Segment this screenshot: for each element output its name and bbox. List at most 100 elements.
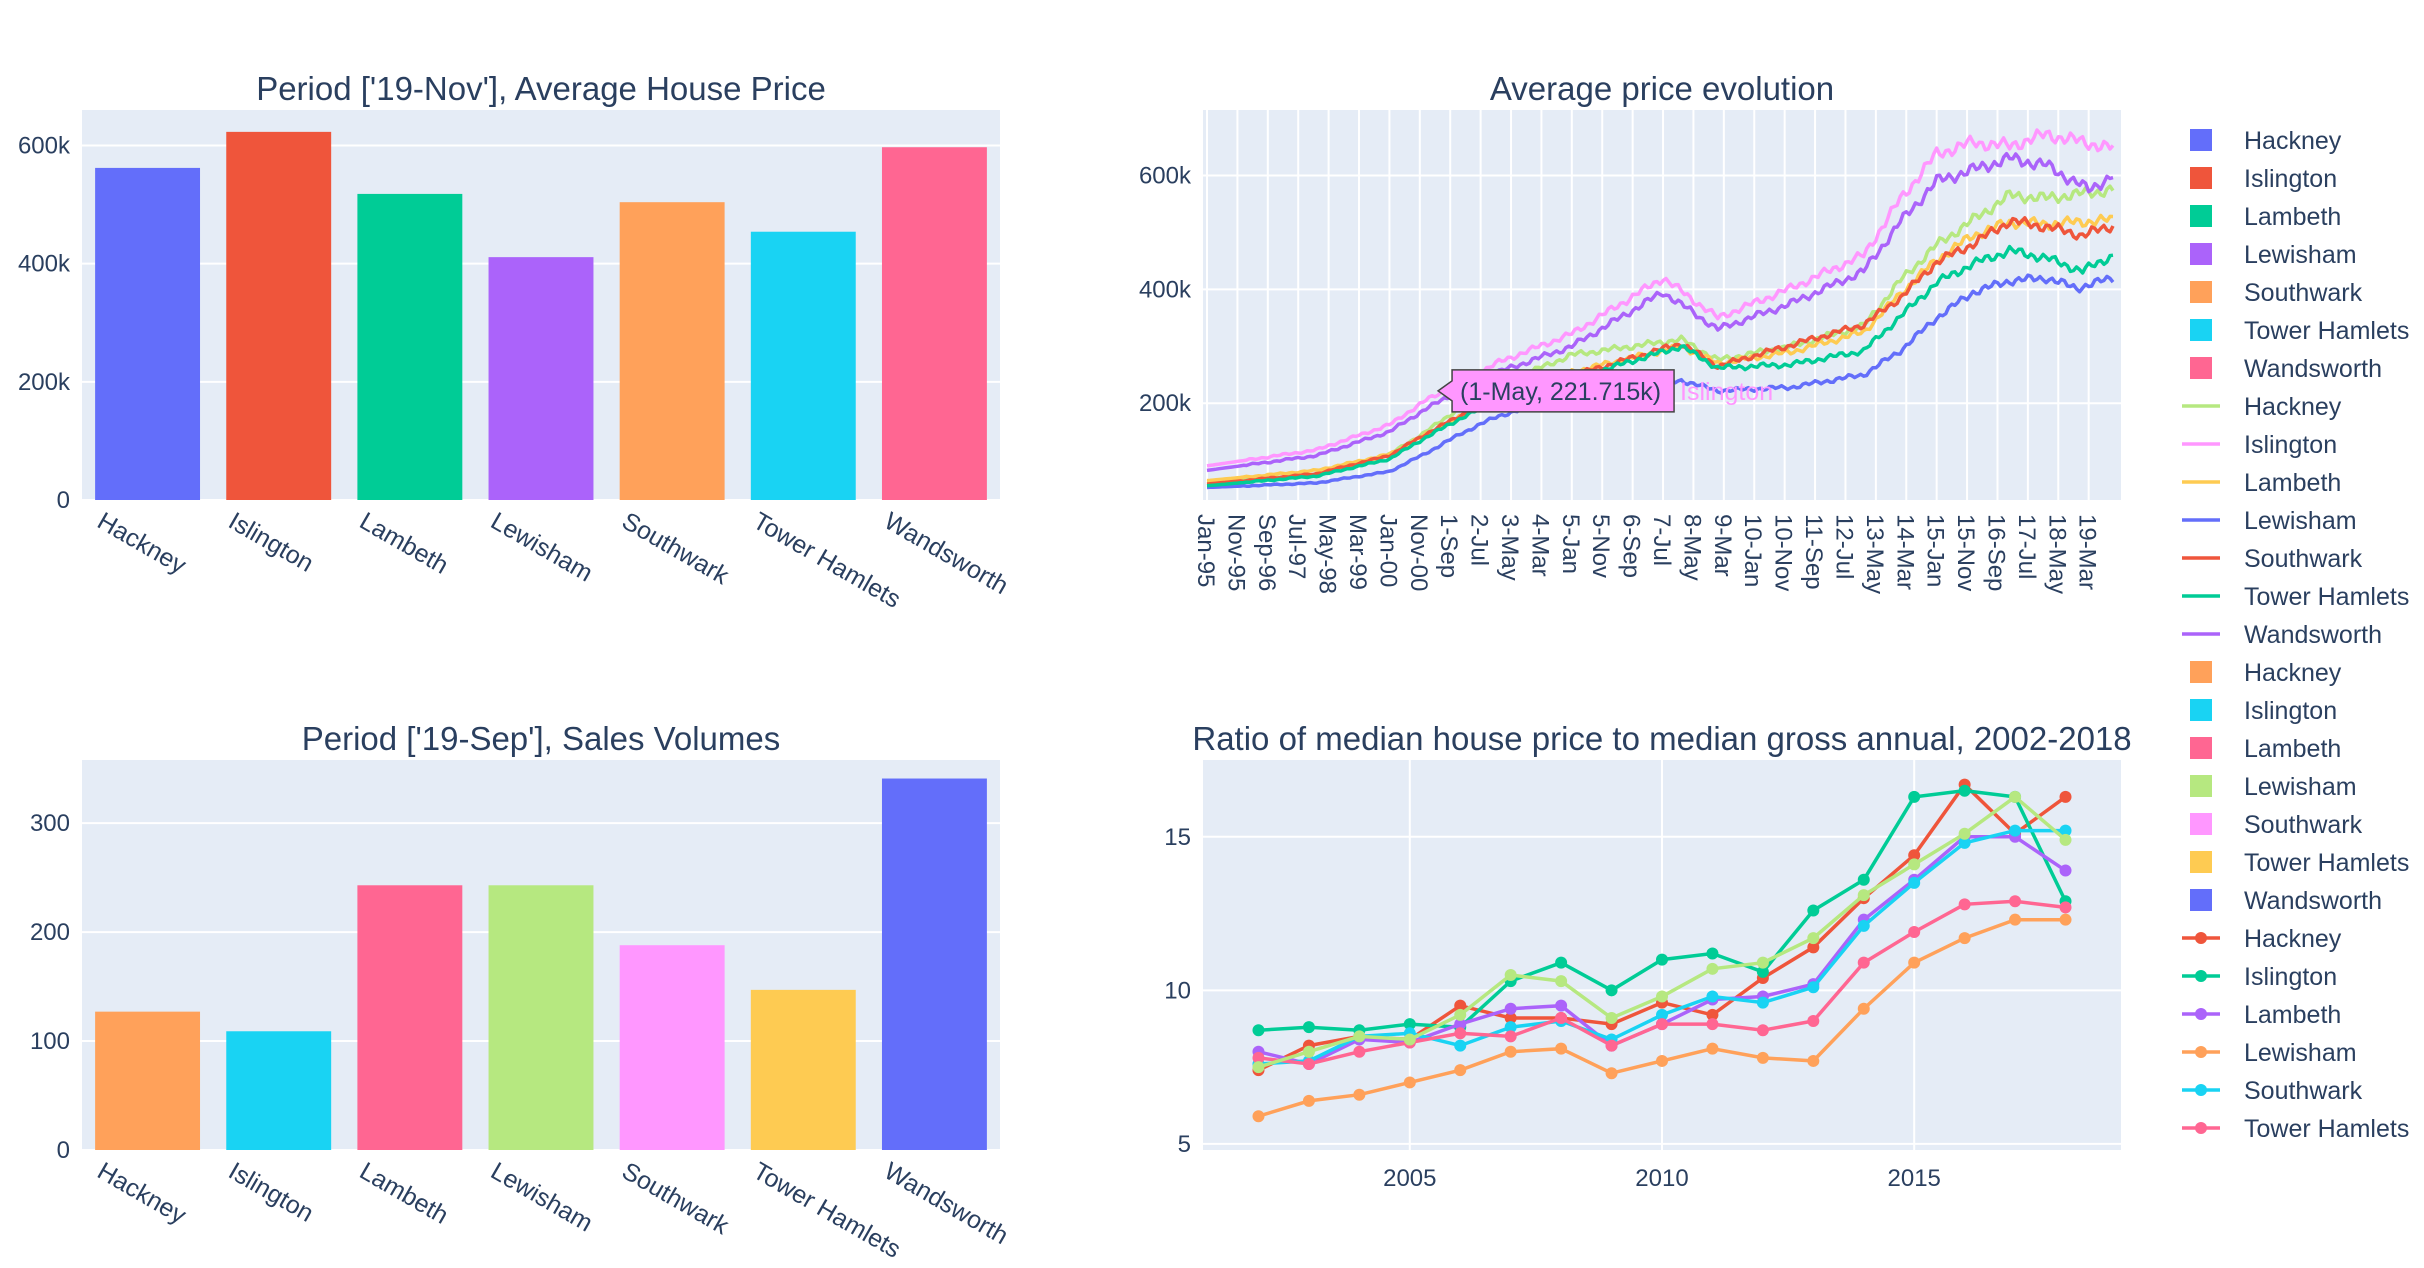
point-wandsworth-2015 bbox=[1908, 858, 1921, 871]
point-lewisham-2013 bbox=[1807, 1054, 1820, 1067]
legend-marker bbox=[2195, 1008, 2207, 1020]
legend-marker bbox=[2195, 1122, 2207, 1134]
legend-label: Lambeth bbox=[2244, 1001, 2341, 1029]
legend-item-lewisham: Lewisham bbox=[2182, 507, 2357, 535]
point-wandsworth-2002 bbox=[1252, 1061, 1265, 1074]
point-tower-hamlets-2006 bbox=[1454, 1027, 1467, 1040]
point-islington-2015 bbox=[1908, 790, 1921, 803]
point-southwark-2007 bbox=[1504, 1021, 1517, 1034]
x-tick-label: 14-Mar bbox=[1891, 514, 1918, 590]
y-tick-label: 200 bbox=[30, 919, 70, 946]
legend-item-lambeth: Lambeth bbox=[2182, 1001, 2341, 1029]
sales-volume-bar: 0 100 200 300 Hackney Islington Lambeth Lewisha… bbox=[30, 720, 1013, 1264]
y-tick-label: 0 bbox=[57, 487, 70, 514]
legend-marker bbox=[2195, 932, 2207, 944]
point-hackney-2013 bbox=[1807, 941, 1820, 954]
legend: Hackney Islington Lambeth Lewisham Southwark… bbox=[2182, 127, 2409, 1143]
x-tick-label: 17-Jul bbox=[2013, 514, 2040, 579]
point-lewisham-2004 bbox=[1353, 1088, 1366, 1101]
point-lewisham-2015 bbox=[1908, 956, 1921, 969]
point-islington-2011 bbox=[1706, 947, 1719, 960]
legend-item-southwark: Southwark bbox=[2182, 545, 2363, 573]
point-lewisham-2014 bbox=[1857, 1002, 1870, 1015]
point-islington-2013 bbox=[1807, 904, 1820, 917]
legend-marker bbox=[2195, 1046, 2207, 1058]
x-tick-label: Nov-00 bbox=[1405, 514, 1432, 591]
legend-swatch bbox=[2190, 357, 2212, 379]
point-tower-hamlets-2018 bbox=[2059, 901, 2072, 914]
legend-item-tower-hamlets: Tower Hamlets bbox=[2190, 317, 2409, 345]
x-tick-label: 12-Jul bbox=[1830, 514, 1857, 579]
legend-item-hackney: Hackney bbox=[2190, 127, 2342, 155]
x-tick-label: 5-Jan bbox=[1557, 514, 1584, 574]
legend-label: Lewisham bbox=[2244, 241, 2357, 269]
series-line-islington bbox=[1206, 128, 2115, 468]
x-tick-label: Jul-97 bbox=[1283, 514, 1310, 579]
x-tick-label: Nov-95 bbox=[1222, 514, 1249, 591]
x-tick-label: 2010 bbox=[1635, 1165, 1688, 1192]
legend-swatch bbox=[2190, 281, 2212, 303]
x-tick-label: Southwark bbox=[617, 1157, 734, 1241]
x-tick-label: Islington bbox=[224, 1157, 319, 1228]
legend-item-tower-hamlets: Tower Hamlets bbox=[2182, 1115, 2409, 1143]
legend-label: Southwark bbox=[2244, 545, 2363, 573]
y-tick-label: 200k bbox=[18, 369, 71, 396]
legend-marker bbox=[2195, 1084, 2207, 1096]
legend-label: Wandsworth bbox=[2244, 355, 2382, 383]
legend-item-islington: Islington bbox=[2190, 165, 2337, 193]
legend-swatch bbox=[2190, 129, 2212, 151]
point-wandsworth-2008 bbox=[1555, 975, 1568, 988]
point-wandsworth-2016 bbox=[1958, 827, 1971, 840]
point-lewisham-2017 bbox=[2009, 913, 2022, 926]
x-tick-label: 5-Nov bbox=[1587, 514, 1614, 578]
point-tower-hamlets-2012 bbox=[1756, 1024, 1769, 1037]
x-tick-label: 19-Mar bbox=[2074, 514, 2101, 590]
chart-title: Period ['19-Sep'], Sales Volumes bbox=[302, 720, 781, 757]
point-wandsworth-2010 bbox=[1656, 990, 1668, 1003]
legend-label: Islington bbox=[2244, 697, 2337, 725]
legend-label: Islington bbox=[2244, 431, 2337, 459]
chart-title: Average price evolution bbox=[1490, 70, 1834, 107]
legend-item-lewisham: Lewisham bbox=[2182, 1039, 2357, 1067]
legend-item-lambeth: Lambeth bbox=[2190, 735, 2341, 763]
point-lewisham-2008 bbox=[1555, 1042, 1568, 1055]
legend-item-southwark: Southwark bbox=[2182, 1077, 2363, 1105]
legend-label: Wandsworth bbox=[2244, 621, 2382, 649]
x-tick-label: 2-Jul bbox=[1466, 514, 1493, 566]
legend-swatch bbox=[2190, 319, 2212, 341]
legend-item-hackney: Hackney bbox=[2182, 925, 2342, 953]
y-tick-label: 400k bbox=[1139, 276, 1192, 303]
y-tick-label: 100 bbox=[30, 1028, 70, 1055]
bar-tower-hamlets bbox=[750, 989, 856, 1150]
point-lambeth-2018 bbox=[2059, 864, 2072, 877]
point-wandsworth-2011 bbox=[1706, 962, 1719, 975]
legend-swatch bbox=[2190, 889, 2212, 911]
point-southwark-2014 bbox=[1857, 919, 1870, 932]
point-tower-hamlets-2002 bbox=[1252, 1051, 1265, 1064]
x-tick-label: 3-May bbox=[1496, 514, 1523, 581]
point-islington-2009 bbox=[1605, 984, 1618, 997]
point-hackney-2015 bbox=[1908, 849, 1921, 862]
point-lambeth-2006 bbox=[1454, 1018, 1467, 1031]
x-tick-label: Sep-96 bbox=[1253, 514, 1280, 591]
bar-southwark bbox=[619, 202, 725, 500]
point-islington-2016 bbox=[1958, 784, 1971, 797]
legend-item-wandsworth: Wandsworth bbox=[2182, 621, 2382, 649]
point-lewisham-2007 bbox=[1504, 1045, 1517, 1058]
bar-lewisham bbox=[488, 885, 594, 1150]
point-islington-2010 bbox=[1656, 953, 1668, 966]
x-tick-label: Lambeth bbox=[355, 507, 453, 580]
point-southwark-2017 bbox=[2009, 824, 2022, 837]
bar-wandsworth bbox=[881, 778, 987, 1150]
point-lewisham-2018 bbox=[2059, 913, 2072, 926]
x-tick-label: Jan-00 bbox=[1374, 514, 1401, 587]
point-southwark-2013 bbox=[1807, 981, 1820, 994]
chart-title: Ratio of median house price to median gr… bbox=[1192, 720, 2131, 757]
y-tick-label: 600k bbox=[1139, 162, 1192, 189]
legend-label: Wandsworth bbox=[2244, 887, 2382, 915]
legend-label: Southwark bbox=[2244, 1077, 2363, 1105]
legend-label: Lewisham bbox=[2244, 507, 2357, 535]
x-tick-label: Tower Hamlets bbox=[748, 1157, 905, 1264]
point-southwark-2016 bbox=[1958, 836, 1971, 849]
